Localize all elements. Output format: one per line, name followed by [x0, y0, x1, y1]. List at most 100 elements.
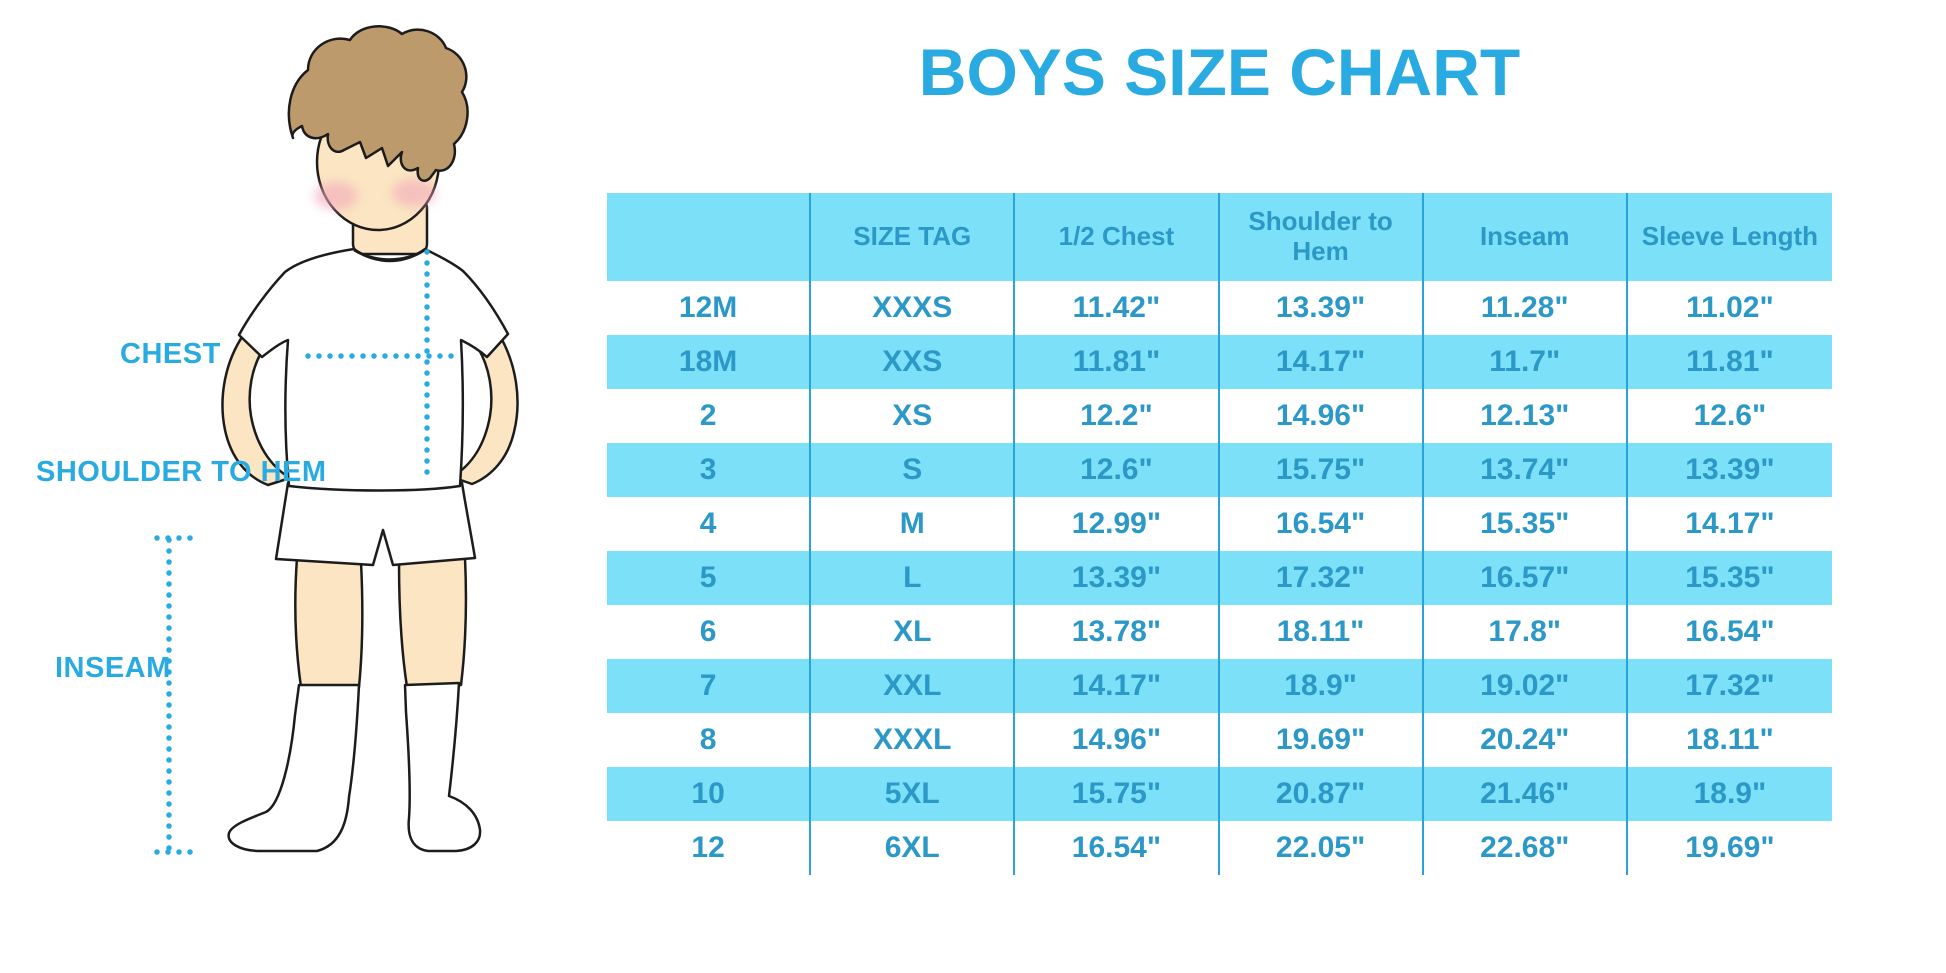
size-cell: 12M [607, 281, 812, 335]
value-cell: 18.11" [1686, 723, 1774, 756]
value-cell: 19.02" [1424, 659, 1628, 713]
collar [353, 248, 426, 263]
column-header [607, 193, 812, 281]
table-header-row: SIZE TAG 1/2 Chest Shoulder to Hem Inseam Sl… [607, 193, 1832, 281]
size-cell: 8 [607, 713, 812, 767]
table-row: 7 XXL 14.17" 18.9" 19.02" 17.32" [607, 659, 1832, 713]
value-cell: 14.17" [1220, 335, 1424, 389]
size-table: SIZE TAG 1/2 Chest Shoulder to Hem Inseam Sl… [607, 193, 1832, 875]
left-sock [227, 683, 361, 853]
value-cell: 13.78" [1015, 605, 1220, 659]
value-cell: 20.87" [1220, 767, 1424, 821]
table-row: 18M XXS 11.81" 14.17" 11.7" 11.81" [607, 335, 1832, 389]
value-cell: 11.02" [1686, 291, 1774, 324]
column-header: Sleeve Length [1641, 221, 1819, 252]
size-cell: 12 [607, 821, 812, 875]
value-cell: 15.35" [1685, 561, 1775, 594]
value-cell: 17.8" [1424, 605, 1628, 659]
left-leg [294, 556, 364, 689]
table-row: 2 XS 12.2" 14.96" 12.13" 12.6" [607, 389, 1832, 443]
value-cell: 17.32" [1685, 669, 1775, 702]
table-row: 5 L 13.39" 17.32" 16.57" 15.35" [607, 551, 1832, 605]
value-cell: XXL [811, 659, 1016, 713]
size-cell: 4 [607, 497, 812, 551]
value-cell: 20.24" [1424, 713, 1628, 767]
value-cell: XXS [811, 335, 1016, 389]
shorts [274, 481, 477, 567]
column-header: SIZE TAG [811, 193, 1016, 281]
value-cell: 22.68" [1424, 821, 1628, 875]
value-cell: 18.11" [1220, 605, 1424, 659]
value-cell: 5XL [811, 767, 1016, 821]
table-row: 10 5XL 15.75" 20.87" 21.46" 18.9" [607, 767, 1832, 821]
value-cell: 19.69" [1220, 713, 1424, 767]
value-cell: 16.54" [1220, 497, 1424, 551]
value-cell: XS [811, 389, 1016, 443]
boy-illustration [154, 25, 519, 855]
value-cell: 15.75" [1220, 443, 1424, 497]
value-cell: 13.39" [1015, 551, 1220, 605]
value-cell: 19.69" [1685, 831, 1775, 864]
value-cell: 16.54" [1015, 821, 1220, 875]
value-cell: 14.96" [1015, 713, 1220, 767]
value-cell: L [811, 551, 1016, 605]
column-header: Inseam [1424, 193, 1628, 281]
blush-right [392, 179, 436, 207]
value-cell: 16.54" [1685, 615, 1775, 648]
value-cell: 12.6" [1015, 443, 1220, 497]
table-row: 6 XL 13.78" 18.11" 17.8" 16.54" [607, 605, 1832, 659]
inseam-label: INSEAM [55, 652, 171, 684]
value-cell: 11.42" [1015, 281, 1220, 335]
size-cell: 6 [607, 605, 812, 659]
shoulder-to-hem-label: SHOULDER TO HEM [36, 456, 327, 488]
value-cell: 17.32" [1220, 551, 1424, 605]
table-row: 12 6XL 16.54" 22.05" 22.68" 19.69" [607, 821, 1832, 875]
value-cell: XXXL [811, 713, 1016, 767]
value-cell: XXXS [811, 281, 1016, 335]
left-arm [221, 332, 292, 487]
value-cell: 12.2" [1015, 389, 1220, 443]
shirt [237, 247, 510, 492]
hair [287, 25, 469, 182]
size-cell: 7 [607, 659, 812, 713]
size-cell: 3 [607, 443, 812, 497]
size-cell: 18M [607, 335, 812, 389]
value-cell: M [811, 497, 1016, 551]
value-cell: 18.9" [1693, 777, 1767, 810]
value-cell: 6XL [811, 821, 1016, 875]
value-cell: 16.57" [1424, 551, 1628, 605]
column-header: Shoulder to Hem [1220, 193, 1424, 281]
value-cell: 11.28" [1424, 281, 1628, 335]
value-cell: 14.17" [1685, 507, 1775, 540]
size-cell: 2 [607, 389, 812, 443]
value-cell: 21.46" [1424, 767, 1628, 821]
value-cell: 12.13" [1424, 389, 1628, 443]
chest-label: CHEST [120, 338, 221, 370]
value-cell: 13.39" [1220, 281, 1424, 335]
value-cell: 11.7" [1424, 335, 1628, 389]
value-cell: 11.81" [1015, 335, 1220, 389]
value-cell: 14.96" [1220, 389, 1424, 443]
table-row: 12M XXXS 11.42" 13.39" 11.28" 11.02" [607, 281, 1832, 335]
value-cell: S [811, 443, 1016, 497]
value-cell: 15.35" [1424, 497, 1628, 551]
value-cell: 13.74" [1424, 443, 1628, 497]
value-cell: 14.17" [1015, 659, 1220, 713]
table-row: 8 XXXL 14.96" 19.69" 20.24" 18.11" [607, 713, 1832, 767]
blush-left [314, 182, 358, 210]
value-cell: 13.39" [1685, 453, 1775, 486]
table-row: 3 S 12.6" 15.75" 13.74" 13.39" [607, 443, 1832, 497]
value-cell: 12.6" [1693, 399, 1767, 432]
column-header: 1/2 Chest [1015, 193, 1220, 281]
value-cell: 15.75" [1015, 767, 1220, 821]
value-cell: 22.05" [1220, 821, 1424, 875]
size-cell: 10 [607, 767, 812, 821]
value-cell: 11.81" [1686, 345, 1774, 378]
value-cell: 12.99" [1015, 497, 1220, 551]
right-sock [403, 681, 482, 853]
right-leg [397, 556, 468, 689]
page-title: BOYS SIZE CHART [918, 35, 1521, 109]
value-cell: 18.9" [1220, 659, 1424, 713]
size-cell: 5 [607, 551, 812, 605]
